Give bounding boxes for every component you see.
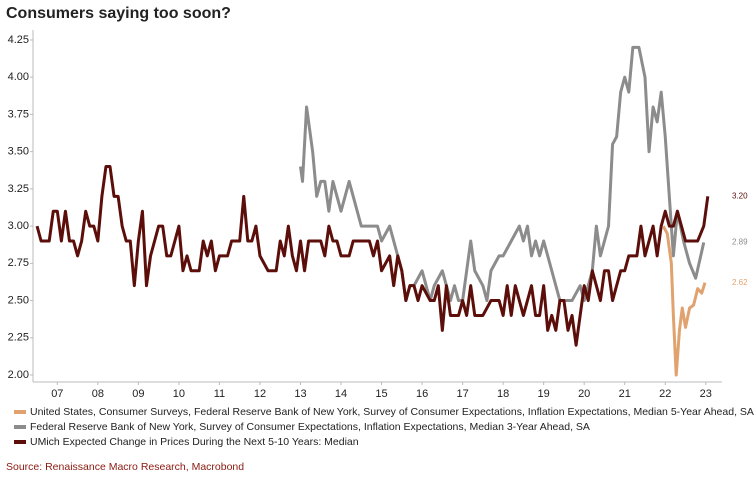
- x-tick-label: 23: [700, 388, 712, 400]
- y-tick-label: 4.00: [8, 71, 29, 83]
- end-label: 2.89: [732, 238, 748, 247]
- y-tick-label: 3.50: [8, 146, 29, 158]
- y-tick-label: 3.00: [8, 220, 29, 232]
- series-line: [35, 165, 710, 347]
- legend-label: UMich Expected Change in Prices During t…: [30, 436, 359, 448]
- series-line: [299, 45, 706, 303]
- legend-label: Federal Reserve Bank of New York, Survey…: [30, 421, 590, 433]
- x-tick-label: 10: [173, 388, 185, 400]
- end-label: 2.62: [732, 278, 748, 287]
- x-tick-label: 17: [456, 388, 468, 400]
- x-tick-label: 20: [578, 388, 590, 400]
- y-tick-label: 2.50: [8, 294, 29, 306]
- y-tick-label: 3.25: [8, 183, 29, 195]
- x-tick-label: 09: [132, 388, 144, 400]
- y-tick-label: 2.75: [8, 257, 29, 269]
- x-tick-label: 08: [92, 388, 104, 400]
- x-tick-label: 14: [335, 388, 347, 400]
- x-tick-label: 11: [214, 388, 225, 400]
- y-tick-label: 3.75: [8, 108, 29, 120]
- x-tick-label: 12: [254, 388, 266, 400]
- chart-title: Consumers saying too soon?: [6, 5, 231, 22]
- x-tick-label: 22: [659, 388, 671, 400]
- x-tick-label: 07: [51, 388, 63, 400]
- x-tick-label: 18: [497, 388, 509, 400]
- legend-label: United States, Consumer Surveys, Federal…: [30, 406, 754, 418]
- end-label: 3.20: [732, 191, 748, 200]
- x-tick-label: 13: [294, 388, 306, 400]
- y-tick-label: 2.00: [8, 369, 29, 381]
- x-tick-label: 16: [416, 388, 428, 400]
- series-line: [661, 225, 707, 377]
- x-tick-label: 15: [375, 388, 387, 400]
- y-tick-label: 2.25: [8, 332, 29, 344]
- source: Source: Renaissance Macro Research, Macr…: [6, 461, 244, 473]
- x-tick-label: 21: [619, 388, 631, 400]
- x-tick-label: 19: [538, 388, 550, 400]
- y-tick-label: 4.25: [8, 34, 29, 46]
